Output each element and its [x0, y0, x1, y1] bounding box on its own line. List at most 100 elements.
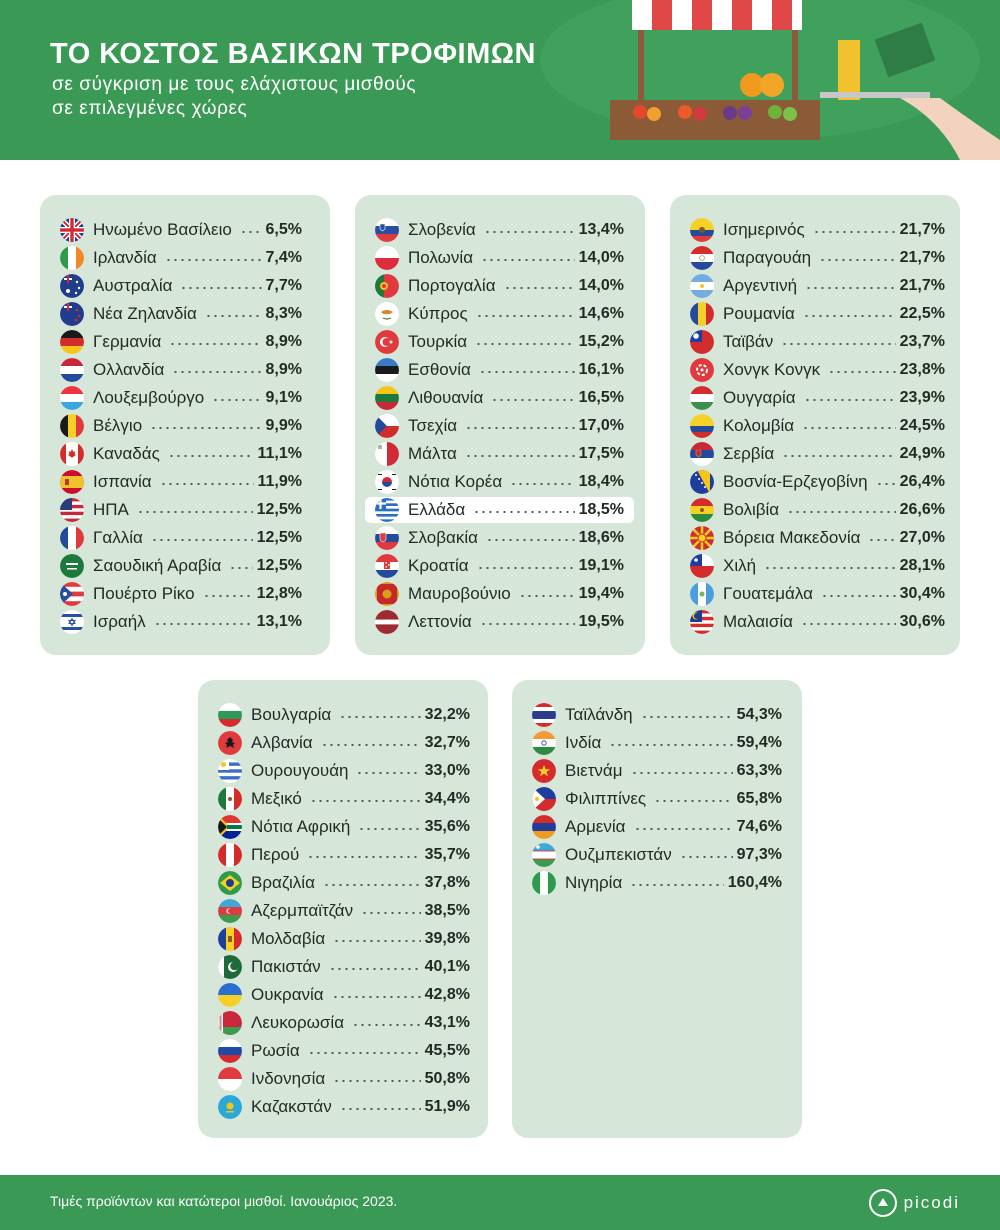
country-row: Πορτογαλία 14,0% — [375, 272, 624, 300]
percentage-value: 42,8% — [424, 986, 470, 1003]
percentage-value: 32,7% — [424, 734, 470, 751]
country-name: Βουλγαρία — [251, 705, 332, 724]
subtitle-line-1: σε σύγκριση με τους ελάχιστους μισθούς — [52, 74, 417, 95]
percentage-value: 23,9% — [899, 389, 945, 406]
belarus-flag-icon — [218, 1011, 242, 1035]
percentage-value: 32,2% — [424, 706, 470, 723]
percentage-value: 35,7% — [424, 846, 470, 863]
country-name: Αζερμπαϊτζάν — [251, 901, 354, 920]
country-row: Γαλλία 12,5% — [60, 524, 302, 552]
country-name: Ισραήλ — [93, 612, 146, 631]
source-note: Τιμές προϊόντων και κατώτεροι μισθοί. Ια… — [50, 1193, 398, 1209]
dot-leader — [153, 623, 253, 625]
percentage-value: 23,7% — [899, 333, 945, 350]
dot-leader — [352, 1024, 421, 1026]
dot-leader — [764, 567, 896, 569]
dot-leader — [654, 800, 733, 802]
paraguay-flag-icon — [690, 246, 714, 270]
highlight-background — [365, 497, 634, 523]
country-row: Ολλανδία 8,9% — [60, 356, 302, 384]
dot-leader — [307, 856, 421, 858]
country-name: Αργεντινή — [723, 276, 798, 295]
country-row: Φιλιππίνες 65,8% — [532, 785, 782, 813]
country-name: Βέλγιο — [93, 416, 143, 435]
country-name: Πουέρτο Ρίκο — [93, 584, 195, 603]
country-name: Μάλτα — [408, 444, 457, 463]
country-row: Καζακστάν 51,9% — [218, 1093, 470, 1121]
country-row: Χιλή 28,1% — [690, 552, 945, 580]
country-row: Αζερμπαϊτζάν 38,5% — [218, 897, 470, 925]
dot-leader — [787, 511, 896, 513]
chart-title: ΤΟ ΚΟΣΤΟΣ ΒΑΣΙΚΩΝ ΤΡΟΦΙΜΩΝ — [50, 38, 536, 70]
montenegro-flag-icon — [375, 582, 399, 606]
dot-leader — [361, 912, 421, 914]
israel-flag-icon — [60, 610, 84, 634]
percentage-value: 23,8% — [899, 361, 945, 378]
brazil-flag-icon — [218, 871, 242, 895]
peru-flag-icon — [218, 843, 242, 867]
country-name: Νότια Κορέα — [408, 472, 503, 491]
country-name: Ηνωμένο Βασίλειο — [93, 220, 232, 239]
percentage-value: 33,0% — [424, 762, 470, 779]
dot-leader — [812, 231, 896, 233]
dot-leader — [478, 371, 575, 373]
ranking-panel-5 — [512, 680, 802, 1138]
country-name: Νότια Αφρική — [251, 817, 351, 836]
ukraine-flag-icon — [218, 983, 242, 1007]
percentage-value: 26,4% — [899, 473, 945, 490]
country-row: Βραζιλία 37,8% — [218, 869, 470, 897]
hongkong-flag-icon — [690, 358, 714, 382]
estonia-flag-icon — [375, 358, 399, 382]
dot-leader — [875, 483, 896, 485]
moldova-flag-icon — [218, 927, 242, 951]
country-name: Ταϊβάν — [723, 332, 774, 351]
dot-leader — [229, 567, 253, 569]
uruguay-flag-icon — [218, 759, 242, 783]
country-name: Λιθουανία — [408, 388, 484, 407]
dot-leader — [820, 595, 896, 597]
country-name: Μαλαισία — [723, 612, 793, 631]
chile-flag-icon — [690, 554, 714, 578]
uk-flag-icon — [60, 218, 84, 242]
percentage-value: 45,5% — [424, 1042, 470, 1059]
country-row: Πουέρτο Ρίκο 12,8% — [60, 580, 302, 608]
india-flag-icon — [532, 731, 556, 755]
percentage-value: 18,6% — [578, 529, 624, 546]
percentage-value: 14,0% — [578, 277, 624, 294]
spain-flag-icon — [60, 470, 84, 494]
canada-flag-icon — [60, 442, 84, 466]
brand-name: picodi — [903, 1193, 960, 1212]
country-row: Νιγηρία 160,4% — [532, 869, 782, 897]
ranking-panel-3 — [670, 195, 960, 655]
dot-leader — [805, 287, 896, 289]
country-name: Περού — [251, 845, 300, 864]
dot-leader — [167, 455, 254, 457]
subtitle-line-2: σε επιλεγμένες χώρες — [52, 98, 248, 119]
country-row: Περού 35,7% — [218, 841, 470, 869]
country-name: Ρουμανία — [723, 304, 795, 323]
germany-flag-icon — [60, 330, 84, 354]
country-name: Βοσνία-Ερζεγοβίνη — [723, 472, 868, 491]
france-flag-icon — [60, 526, 84, 550]
dot-leader — [322, 884, 421, 886]
country-name: Χιλή — [723, 556, 757, 575]
malta-flag-icon — [375, 442, 399, 466]
dot-leader — [180, 287, 262, 289]
dot-leader — [630, 884, 724, 886]
percentage-value: 43,1% — [424, 1014, 470, 1031]
country-name: Πορτογαλία — [408, 276, 496, 295]
percentage-value: 19,4% — [578, 585, 624, 602]
country-row: Αυστραλία 7,7% — [60, 272, 302, 300]
country-row: Λεττονία 19,5% — [375, 608, 624, 636]
country-name: Σαουδική Αραβία — [93, 556, 222, 575]
percentage-value: 35,6% — [424, 818, 470, 835]
dot-leader — [640, 716, 733, 718]
header-banner: ΤΟ ΚΟΣΤΟΣ ΒΑΣΙΚΩΝ ΤΡΟΦΙΜΩΝ σε σύγκριση μ… — [0, 0, 1000, 160]
country-row: Σερβία 24,9% — [690, 440, 945, 468]
percentage-value: 65,8% — [736, 790, 782, 807]
dot-leader — [782, 455, 896, 457]
country-row: Μάλτα 17,5% — [375, 440, 624, 468]
country-row: Νέα Ζηλανδία 8,3% — [60, 300, 302, 328]
mexico-flag-icon — [218, 787, 242, 811]
nigeria-flag-icon — [532, 871, 556, 895]
